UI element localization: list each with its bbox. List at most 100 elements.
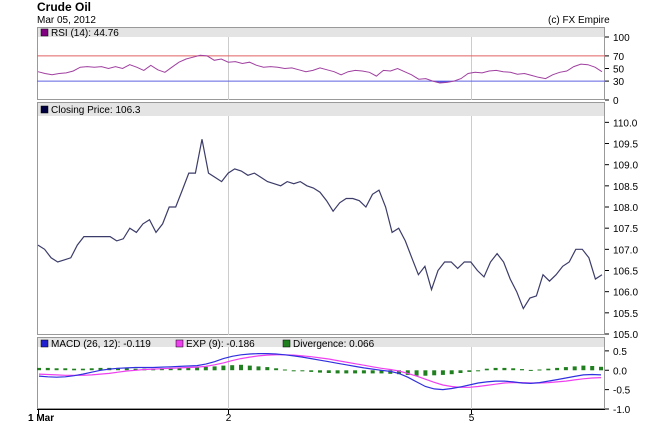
divergence-bar bbox=[80, 368, 85, 371]
divergence-bar bbox=[432, 370, 437, 376]
price-panel-header bbox=[37, 102, 605, 116]
divergence-bar bbox=[282, 369, 287, 371]
divergence-bar bbox=[353, 370, 358, 374]
divergence-bar bbox=[423, 370, 428, 376]
divergence-bar bbox=[186, 367, 191, 371]
price-tick-label: 105.0 bbox=[613, 330, 638, 341]
divergence-bar bbox=[555, 367, 560, 371]
divergence-bar bbox=[335, 370, 340, 374]
macd-panel-header bbox=[37, 337, 605, 347]
divergence-bar bbox=[590, 366, 595, 371]
divergence-bar bbox=[467, 370, 472, 372]
divergence-bar bbox=[458, 370, 463, 373]
macd-line bbox=[38, 353, 602, 391]
macd-tick-label: -1.0 bbox=[613, 405, 631, 416]
chart-title: Crude Oil bbox=[37, 0, 92, 14]
divergence-bar bbox=[256, 366, 261, 371]
exp-signal-line bbox=[38, 354, 602, 388]
divergence-bar bbox=[239, 364, 243, 371]
rsi-tick-label: 70 bbox=[613, 52, 625, 63]
macd-legend-swatch bbox=[282, 339, 291, 348]
price-tick-label: 107.5 bbox=[613, 224, 638, 235]
divergence-bar bbox=[520, 369, 524, 371]
divergence-bar bbox=[45, 367, 50, 371]
divergence-bar bbox=[572, 366, 577, 371]
divergence-bar bbox=[318, 370, 322, 373]
macd-legend-1: EXP (9): -0.186 bbox=[186, 339, 255, 350]
price-tick-label: 110.0 bbox=[613, 118, 638, 129]
price-panel-border bbox=[37, 102, 605, 335]
divergence-bar bbox=[388, 370, 393, 374]
macd-tick-label: -0.5 bbox=[613, 386, 631, 397]
divergence-bar bbox=[440, 370, 445, 375]
chart-date: Mar 05, 2012 bbox=[37, 15, 96, 26]
divergence-bar bbox=[274, 368, 279, 371]
rsi-tick-label: 50 bbox=[613, 65, 625, 76]
rsi-tick-label: 0 bbox=[613, 96, 619, 107]
divergence-bar bbox=[599, 366, 603, 371]
x-tick-label: 2 bbox=[226, 413, 232, 424]
divergence-bar bbox=[563, 367, 568, 371]
macd-tick-label: 0.5 bbox=[613, 347, 627, 358]
divergence-bar bbox=[291, 370, 296, 372]
divergence-bar bbox=[247, 365, 252, 371]
divergence-bar bbox=[89, 368, 94, 371]
price-tick-label: 109.5 bbox=[613, 140, 638, 151]
price-tick-label: 106.5 bbox=[613, 267, 638, 278]
divergence-bar bbox=[361, 370, 366, 374]
divergence-bar bbox=[546, 368, 551, 371]
divergence-bar bbox=[476, 370, 481, 372]
macd-legend-0: MACD (26, 12): -0.119 bbox=[51, 339, 151, 350]
price-tick-label: 105.5 bbox=[613, 309, 638, 320]
divergence-bar bbox=[537, 369, 542, 371]
price-tick-label: 106.0 bbox=[613, 288, 638, 299]
divergence-bar bbox=[326, 370, 331, 373]
price-tick-label: 108.0 bbox=[613, 203, 638, 214]
divergence-bar bbox=[300, 370, 305, 372]
price-tick-label: 108.5 bbox=[613, 182, 638, 193]
rsi-panel-border bbox=[37, 27, 605, 100]
macd-legend-swatch bbox=[175, 339, 184, 348]
x-tick-label: 1 Mar bbox=[28, 413, 54, 424]
divergence-bar bbox=[72, 368, 77, 371]
divergence-bar bbox=[405, 370, 410, 375]
rsi-legend: RSI (14): 44.76 bbox=[51, 28, 119, 39]
divergence-bar bbox=[195, 366, 200, 371]
chart-credit: (c) FX Empire bbox=[548, 15, 610, 26]
divergence-bar bbox=[54, 368, 59, 371]
price-legend: Closing Price: 106.3 bbox=[51, 105, 141, 116]
rsi-tick-label: 100 bbox=[613, 33, 630, 44]
macd-tick-label: 0.0 bbox=[613, 366, 627, 377]
macd-panel-border bbox=[37, 337, 605, 409]
divergence-bar bbox=[511, 368, 516, 371]
rsi-legend-swatch bbox=[40, 28, 49, 37]
divergence-bar bbox=[414, 370, 419, 376]
price-tick-label: 107.0 bbox=[613, 245, 638, 256]
price-line bbox=[37, 139, 603, 310]
divergence-bar bbox=[177, 367, 182, 371]
divergence-bar bbox=[63, 368, 68, 371]
divergence-bar bbox=[344, 370, 349, 374]
divergence-bar bbox=[168, 367, 173, 371]
divergence-bar bbox=[528, 369, 533, 371]
rsi-panel-header bbox=[37, 27, 605, 37]
price-legend-swatch bbox=[40, 105, 49, 114]
divergence-bar bbox=[124, 368, 129, 371]
macd-legend-swatch bbox=[40, 339, 49, 348]
divergence-bar bbox=[221, 365, 226, 371]
x-tick-label: 5 bbox=[469, 413, 475, 424]
divergence-bar bbox=[309, 370, 314, 372]
divergence-bar bbox=[397, 370, 401, 375]
divergence-bar bbox=[265, 367, 270, 371]
price-tick-label: 109.0 bbox=[613, 161, 638, 172]
divergence-bar bbox=[98, 367, 103, 371]
macd-legend-2: Divergence: 0.066 bbox=[293, 339, 375, 350]
divergence-bar bbox=[370, 370, 375, 374]
divergence-bar bbox=[133, 368, 138, 371]
divergence-bar bbox=[212, 366, 217, 371]
divergence-bar bbox=[502, 367, 507, 371]
divergence-bar bbox=[203, 366, 208, 371]
divergence-bar bbox=[449, 370, 454, 375]
rsi-tick-label: 30 bbox=[613, 77, 625, 88]
